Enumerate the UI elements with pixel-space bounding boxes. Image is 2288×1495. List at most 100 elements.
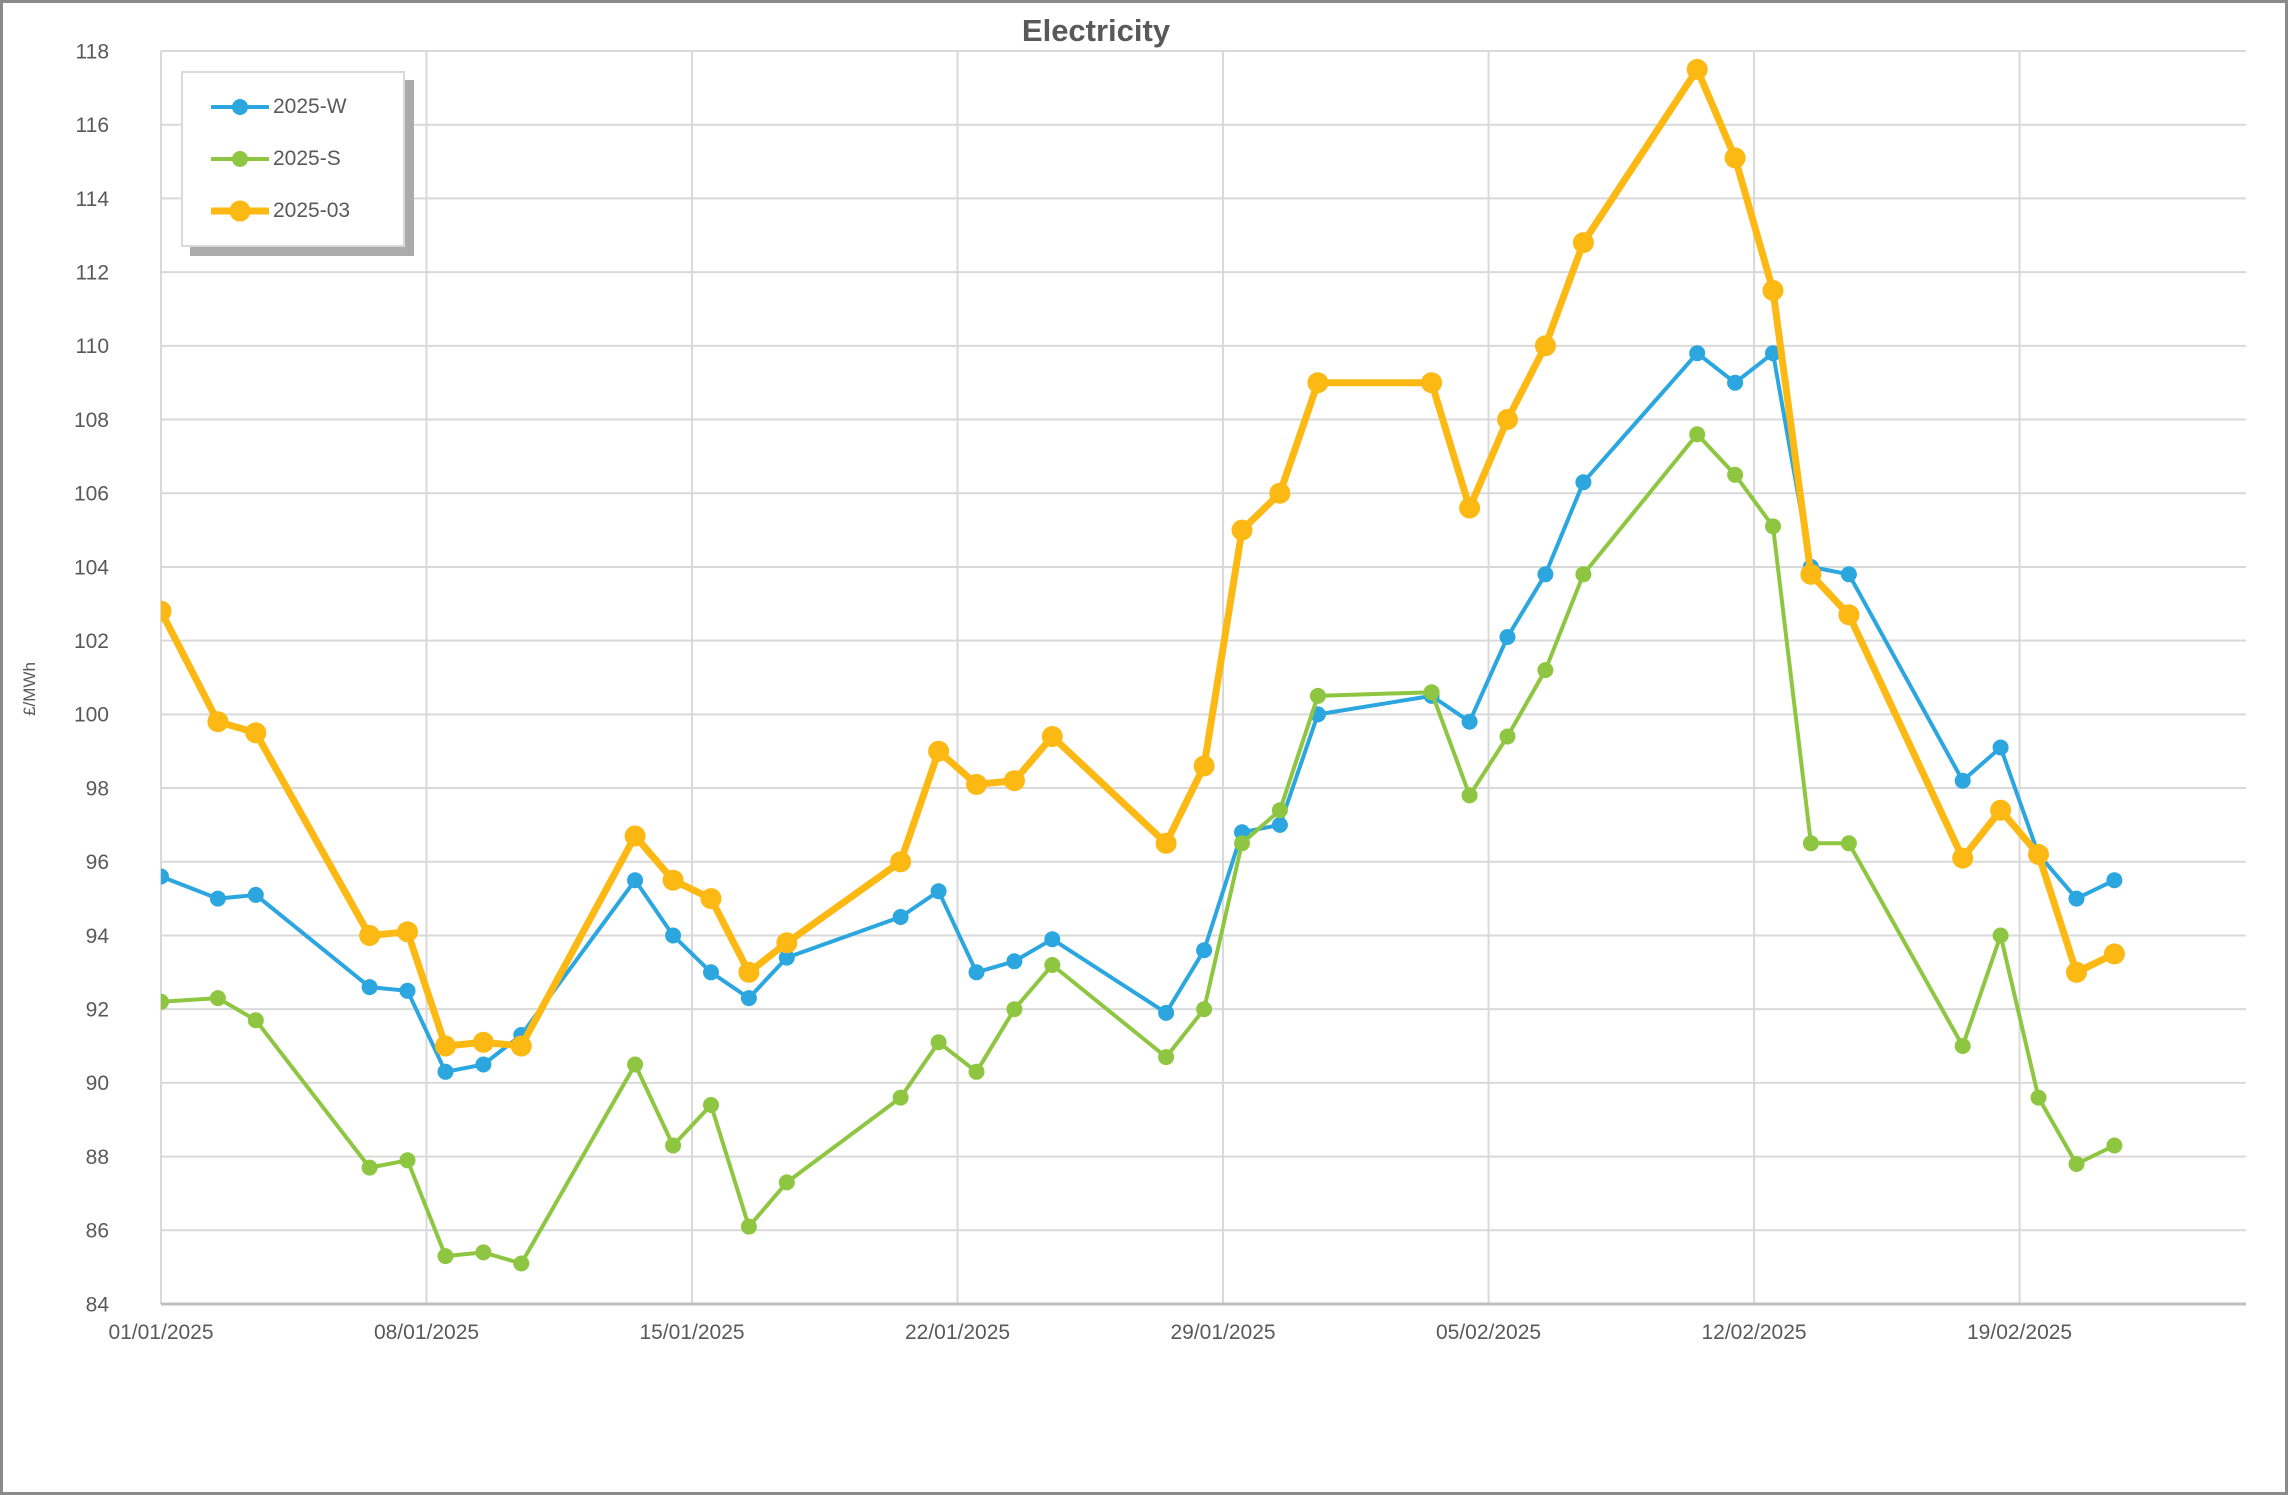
data-point-2025-03: [1800, 563, 1822, 585]
y-tick-label: 96: [86, 851, 109, 874]
x-tick-label: 08/01/2025: [374, 1321, 479, 1344]
x-tick-label: 15/01/2025: [639, 1321, 744, 1344]
series-2025-03: [161, 58, 2125, 1057]
data-point-2025-W: [703, 964, 719, 981]
x-tick-label: 19/02/2025: [1967, 1321, 2072, 1344]
data-point-2025-W: [161, 868, 169, 885]
x-tick-label: 05/02/2025: [1436, 1321, 1541, 1344]
x-tick-label: 29/01/2025: [1170, 1321, 1275, 1344]
data-point-2025-S: [1689, 426, 1706, 443]
data-point-2025-03: [1686, 58, 1708, 80]
data-point-2025-03: [1307, 372, 1329, 394]
data-point-2025-03: [624, 825, 646, 847]
legend-label: 2025-W: [273, 95, 347, 118]
data-point-2025-W: [740, 990, 757, 1007]
series-line-2025-S: [161, 432, 2117, 1266]
data-point-2025-03: [1421, 372, 1443, 394]
data-point-2025-03: [1459, 497, 1481, 519]
y-tick-label: 112: [76, 261, 109, 284]
legend-label: 2025-S: [273, 147, 341, 170]
data-point-2025-03: [1952, 847, 1974, 869]
series-2025-W: [161, 345, 2123, 1080]
legend: 2025-W 2025-S 2025-03: [181, 71, 405, 247]
series-line-2025-03: [161, 65, 2118, 1050]
data-point-2025-S: [2030, 1089, 2047, 1106]
data-point-2025-W: [247, 886, 264, 903]
legend-item-2025-03: 2025-03: [211, 189, 403, 233]
data-point-2025-S: [1840, 835, 1857, 852]
data-point-2025-03: [1231, 519, 1253, 541]
data-point-2025-S: [665, 1137, 682, 1154]
y-tick-label: 116: [76, 114, 109, 137]
data-point-2025-S: [968, 1063, 985, 1080]
data-point-2025-03: [2066, 961, 2087, 983]
data-point-2025-W: [2106, 872, 2123, 889]
data-point-2025-S: [1461, 787, 1478, 804]
data-point-2025-03: [738, 961, 760, 983]
data-point-2025-03: [1990, 799, 2012, 821]
data-point-2025-S: [1234, 835, 1250, 852]
y-tick-label: 114: [76, 188, 110, 211]
data-point-2025-03: [1724, 147, 1746, 169]
data-point-2025-W: [1575, 474, 1592, 491]
data-point-2025-W: [1537, 566, 1554, 583]
data-point-2025-W: [1461, 713, 1478, 730]
y-tick-label: 108: [74, 409, 109, 432]
data-point-2025-S: [627, 1056, 644, 1073]
data-point-2025-S: [1992, 927, 2009, 944]
data-point-2025-03: [2028, 843, 2049, 865]
y-tick-label: 88: [86, 1146, 109, 1169]
data-point-2025-S: [161, 993, 169, 1010]
data-point-2025-W: [1992, 739, 2009, 756]
legend-item-2025-W: 2025-W: [211, 85, 403, 129]
legend-marker-icon: [211, 96, 269, 118]
data-point-2025-W: [1689, 345, 1706, 362]
data-point-2025-03: [1572, 232, 1594, 254]
data-point-2025-03: [1003, 770, 1025, 792]
y-tick-label: 90: [86, 1072, 109, 1095]
data-point-2025-W: [1765, 345, 1781, 362]
data-point-2025-W: [361, 979, 378, 996]
data-point-2025-03: [1534, 335, 1556, 357]
data-point-2025-S: [1309, 687, 1326, 704]
legend-marker-icon: [211, 148, 269, 170]
series-line-2025-W: [161, 351, 2117, 1074]
data-point-2025-W: [930, 883, 947, 900]
data-point-2025-03: [1155, 832, 1177, 854]
data-point-2025-W: [1727, 374, 1744, 391]
data-point-2025-03: [1041, 726, 1063, 747]
data-point-2025-S: [1423, 684, 1440, 701]
data-point-2025-W: [1234, 824, 1250, 841]
data-point-2025-S: [1044, 957, 1061, 973]
data-point-2025-W: [968, 964, 985, 981]
x-tick-label: 22/01/2025: [905, 1321, 1010, 1344]
y-tick-label: 100: [74, 704, 109, 727]
data-point-2025-W: [2068, 890, 2085, 907]
y-tick-label: 98: [86, 777, 109, 800]
data-point-2025-03: [1497, 409, 1518, 430]
x-tick-label: 12/02/2025: [1701, 1321, 1806, 1344]
data-point-2025-W: [1840, 566, 1857, 583]
data-point-2025-S: [892, 1089, 909, 1106]
y-tick-label: 94: [86, 925, 110, 948]
data-point-2025-W: [209, 890, 226, 907]
y-tick-label: 86: [86, 1220, 109, 1243]
data-point-2025-S: [1158, 1049, 1175, 1066]
data-point-2025-W: [437, 1063, 454, 1080]
data-point-2025-S: [1575, 566, 1592, 583]
data-point-2025-03: [472, 1031, 494, 1053]
data-point-2025-03: [435, 1035, 456, 1057]
legend-item-2025-S: 2025-S: [211, 137, 403, 181]
data-point-2025-03: [359, 925, 381, 946]
data-point-2025-W: [1954, 772, 1971, 789]
data-point-2025-03: [1269, 482, 1291, 504]
y-tick-label: 92: [86, 999, 109, 1022]
data-point-2025-03: [966, 773, 987, 795]
data-point-2025-03: [662, 869, 684, 891]
data-point-2025-W: [627, 872, 644, 889]
y-tick-label: 84: [86, 1293, 110, 1316]
y-tick-label: 110: [76, 335, 109, 358]
data-point-2025-03: [1838, 604, 1860, 626]
data-point-2025-S: [703, 1097, 719, 1113]
